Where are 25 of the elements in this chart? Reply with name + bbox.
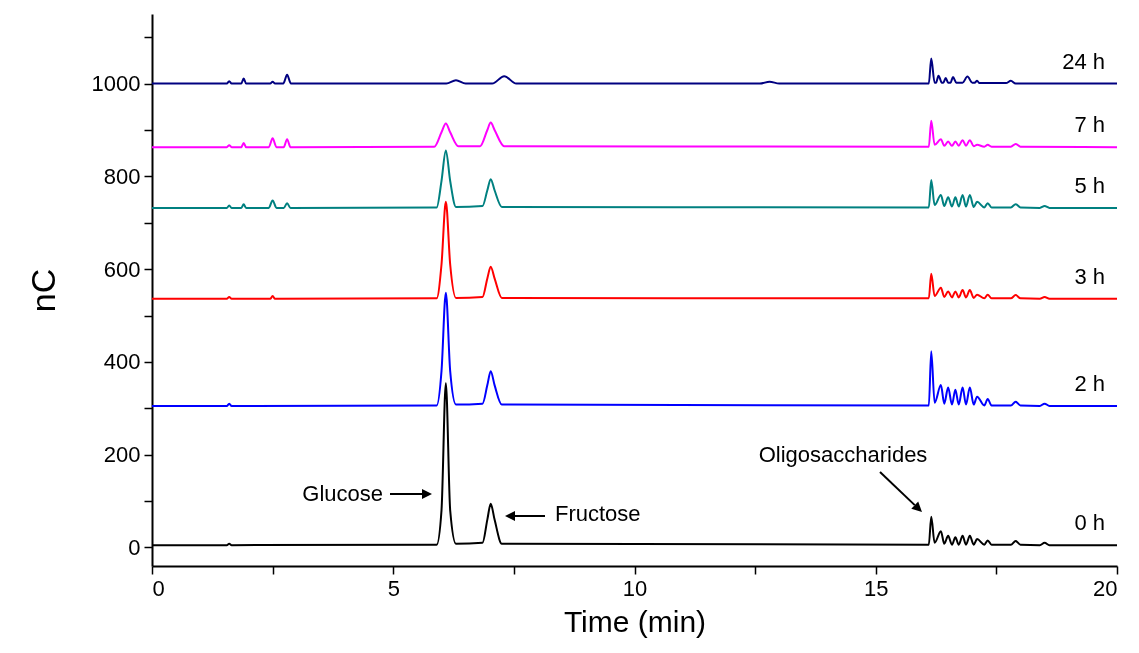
annotation: Glucose [302,481,383,506]
line-series [151,149,1118,209]
x-tick-label: 5 [387,575,400,601]
series-label: 7 h [1074,112,1105,138]
x-tick-label: 0 [152,575,165,601]
line-series [151,200,1118,300]
y-tick-label: 600 [103,256,141,282]
x-axis-title: Time (min) [563,604,707,638]
y-tick-label: 200 [103,442,141,468]
annotation: Fructose [555,501,641,526]
series-label: 24 h [1062,48,1105,74]
series-label: 5 h [1074,172,1105,198]
x-tick-label: 10 [622,575,648,601]
x-tick-label: 15 [864,575,889,601]
y-tick-label: 400 [103,349,141,375]
series-label: 0 h [1074,510,1105,536]
series-label: 2 h [1074,370,1105,396]
series-label: 3 h [1074,263,1105,289]
y-tick-label: 800 [103,163,141,189]
x-tick-label: 20 [1093,575,1118,601]
annotation: Oligosaccharides [758,442,928,467]
y-tick-label: 0 [128,534,141,560]
line-series [151,291,1118,407]
y-tick-label: 1000 [91,71,141,97]
y-axis-title: nC [23,268,62,313]
